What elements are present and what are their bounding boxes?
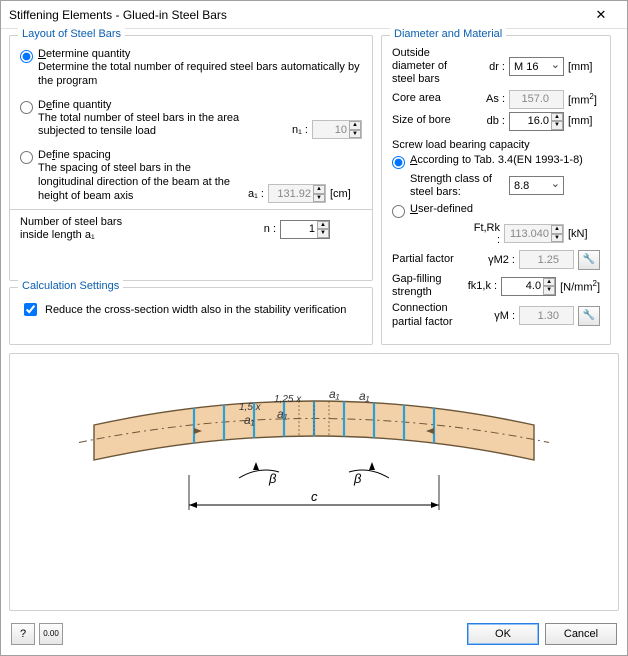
svg-text:β: β <box>268 471 277 486</box>
radio-determine-quantity[interactable]: Determine quantity Determine the total n… <box>20 48 362 89</box>
check-reduce[interactable]: Reduce the cross-section width also in t… <box>20 300 362 319</box>
conn-input <box>519 306 574 325</box>
opt2-sym: n₁ : <box>284 124 308 136</box>
cancel-button[interactable]: Cancel <box>545 623 617 645</box>
row-gap: Gap-filling strength fk1,k : ▲▼ [N/mm2] <box>392 273 600 299</box>
bore-sym: db : <box>473 115 505 127</box>
radio-define-quantity-input[interactable] <box>20 101 33 114</box>
window-title: Stiffening Elements - Glued-in Steel Bar… <box>9 8 583 22</box>
strength-select[interactable]: 8.8 <box>509 176 564 195</box>
check-reduce-input[interactable] <box>24 303 37 316</box>
core-label: Core area <box>392 92 469 105</box>
numbars-label2: inside length a₁ <box>20 229 95 241</box>
opt2-label: Define quantity <box>38 99 284 111</box>
ftrk-unit: [kN] <box>568 228 600 240</box>
opt3-unit: [cm] <box>330 188 362 200</box>
gap-label: Gap-filling strength <box>392 273 461 299</box>
opt3-desc: The spacing of steel bars in the longitu… <box>38 162 240 203</box>
numbars-sym: n : <box>252 223 276 235</box>
svg-text:1,25 x: 1,25 x <box>274 394 302 405</box>
n-spinner[interactable]: ▲▼ <box>317 221 329 238</box>
check-reduce-label: Reduce the cross-section width also in t… <box>45 304 346 316</box>
left-column: Layout of Steel Bars Determine quantity … <box>9 35 373 345</box>
a1-spinner: ▲▼ <box>313 185 325 202</box>
accord-label: According to Tab. 3.4(EN 1993-1-8) <box>410 154 600 166</box>
opt1-desc: Determine the total number of required s… <box>38 61 362 89</box>
titlebar: Stiffening Elements - Glued-in Steel Bar… <box>1 1 627 29</box>
screw-head: Screw load bearing capacity <box>392 139 600 151</box>
svg-text:a₁: a₁ <box>244 413 255 427</box>
radio-according[interactable]: According to Tab. 3.4(EN 1993-1-8) <box>392 154 600 169</box>
svg-text:a₁: a₁ <box>277 407 288 421</box>
core-sym: As : <box>473 93 505 105</box>
row-ftrk: Ft,Rk : ▲▼ [kN] <box>410 222 600 246</box>
row-outside: Outside diameter of steel bars dr : M 16… <box>392 47 600 87</box>
row-partial: Partial factor γM2 : 🔧 <box>392 250 600 270</box>
outside-sym: dr : <box>473 61 505 73</box>
row-strength-class: Strength class of steel bars: 8.8 <box>410 173 600 199</box>
gap-unit: [N/mm2] <box>560 279 600 294</box>
svg-text:β: β <box>353 471 362 486</box>
gap-spinner[interactable]: ▲▼ <box>543 278 555 295</box>
close-button[interactable]: ✕ <box>583 4 619 26</box>
radio-determine-quantity-input[interactable] <box>20 50 33 63</box>
dialog-window: Stiffening Elements - Glued-in Steel Bar… <box>0 0 628 656</box>
userdef-label: User-defined <box>410 203 600 215</box>
numbars-label1: Number of steel bars <box>20 216 122 228</box>
radio-define-spacing[interactable]: Define spacing The spacing of steel bars… <box>20 149 362 203</box>
radio-define-quantity[interactable]: Define quantity The total number of stee… <box>20 99 362 140</box>
diagram-panel: 1,5 x 1,25 x a₁ a₁ a₁ a₁ β β c <box>9 353 619 611</box>
radio-according-input[interactable] <box>392 156 405 169</box>
partial-input <box>519 250 574 269</box>
svg-text:a₁: a₁ <box>359 389 370 403</box>
ftrk-spinner: ▲▼ <box>551 225 563 242</box>
svg-text:1,5 x: 1,5 x <box>239 402 262 413</box>
svg-text:a₁: a₁ <box>329 387 340 401</box>
bore-unit: [mm] <box>568 115 600 127</box>
row-conn: Connection partial factor γM : 🔧 <box>392 302 600 328</box>
radio-userdef[interactable]: User-defined <box>392 203 600 218</box>
radio-userdef-input[interactable] <box>392 205 405 218</box>
footer: ? 0.00 OK Cancel <box>1 619 627 655</box>
partial-sym: γM2 : <box>483 254 515 266</box>
ftrk-sym: Ft,Rk : <box>468 222 500 246</box>
n1-spinner: ▲▼ <box>349 121 361 138</box>
row-core: Core area As : [mm2] <box>392 90 600 109</box>
group-calc: Calculation Settings Reduce the cross-se… <box>9 287 373 345</box>
opt1-label: Determine quantity <box>38 48 362 60</box>
group-diameter: Diameter and Material Outside diameter o… <box>381 35 611 345</box>
strength-label: Strength class of steel bars: <box>410 173 505 199</box>
partial-info-button[interactable]: 🔧 <box>578 250 600 270</box>
outside-unit: [mm] <box>568 61 600 73</box>
core-input <box>509 90 564 109</box>
conn-info-button[interactable]: 🔧 <box>578 306 600 326</box>
core-unit: [mm2] <box>568 92 600 107</box>
ok-button[interactable]: OK <box>467 623 539 645</box>
legend-layout: Layout of Steel Bars <box>18 28 125 40</box>
right-column: Diameter and Material Outside diameter o… <box>381 35 611 345</box>
content-area: Layout of Steel Bars Determine quantity … <box>1 29 627 619</box>
row-bore: Size of bore db : ▲▼ [mm] <box>392 112 600 131</box>
bore-spinner[interactable]: ▲▼ <box>551 113 563 130</box>
top-panels: Layout of Steel Bars Determine quantity … <box>9 35 619 345</box>
help-button[interactable]: ? <box>11 623 35 645</box>
svg-text:c: c <box>311 489 318 504</box>
opt3-label: Define spacing <box>38 149 240 161</box>
partial-label: Partial factor <box>392 253 479 266</box>
legend-diam: Diameter and Material <box>390 28 506 40</box>
outside-label: Outside diameter of steel bars <box>392 47 469 87</box>
group-layout: Layout of Steel Bars Determine quantity … <box>9 35 373 281</box>
units-button[interactable]: 0.00 <box>39 623 63 645</box>
row-num-bars: Number of steel bars inside length a₁ n … <box>20 216 362 242</box>
gap-sym: fk1,k : <box>465 280 497 292</box>
outside-select[interactable]: M 16 <box>509 57 564 76</box>
legend-calc: Calculation Settings <box>18 280 123 292</box>
bore-label: Size of bore <box>392 114 469 127</box>
opt2-desc: The total number of steel bars in the ar… <box>38 112 284 140</box>
beam-diagram: 1,5 x 1,25 x a₁ a₁ a₁ a₁ β β c <box>34 360 594 550</box>
conn-label: Connection partial factor <box>392 302 479 328</box>
opt3-sym: a₁ : <box>240 188 264 200</box>
radio-define-spacing-input[interactable] <box>20 151 33 164</box>
conn-sym: γM : <box>483 310 515 322</box>
